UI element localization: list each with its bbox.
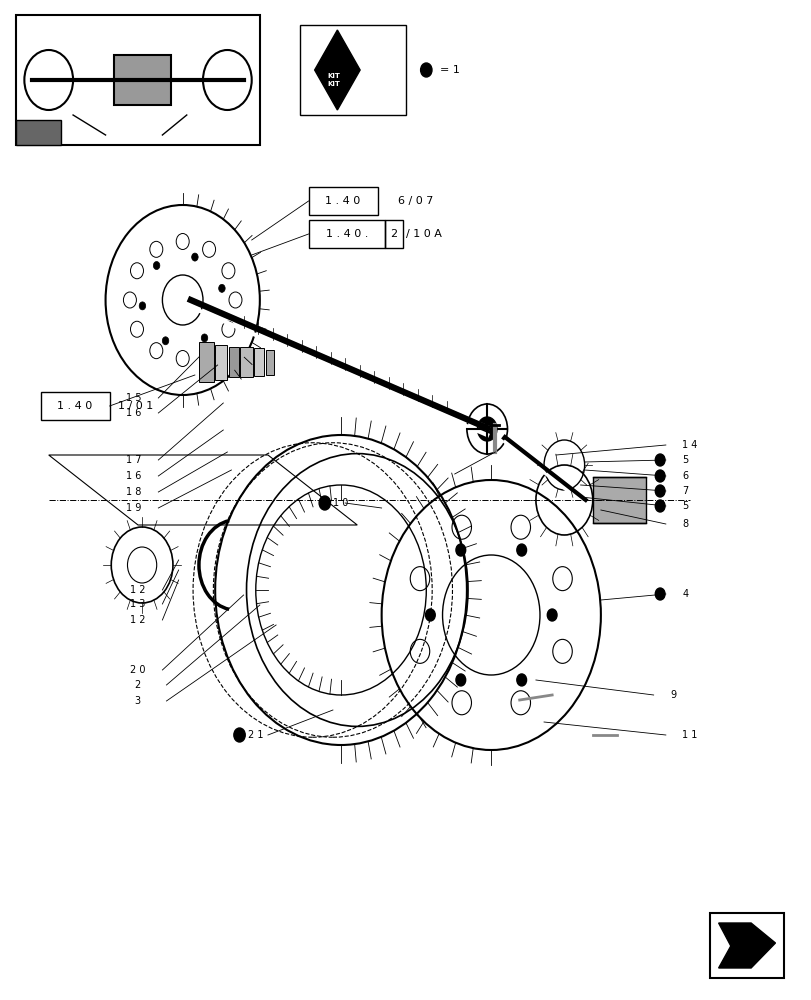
Text: 2: 2 <box>134 680 140 690</box>
Bar <box>16 15 260 145</box>
Bar <box>265 350 273 374</box>
Text: 6 / 0 7: 6 / 0 7 <box>397 196 433 206</box>
Circle shape <box>516 674 526 686</box>
Text: 1 5: 1 5 <box>126 393 141 403</box>
Text: 2: 2 <box>390 229 397 239</box>
Text: 1 1: 1 1 <box>681 730 697 740</box>
Bar <box>308 187 377 215</box>
Polygon shape <box>314 30 359 110</box>
Bar <box>229 347 238 377</box>
Bar <box>16 120 61 145</box>
Text: 1 6: 1 6 <box>126 471 141 481</box>
Text: 8: 8 <box>681 519 688 529</box>
Bar <box>384 220 402 248</box>
Text: = 1: = 1 <box>440 65 459 75</box>
Bar <box>41 392 109 420</box>
Circle shape <box>455 674 465 686</box>
Circle shape <box>516 544 526 556</box>
Circle shape <box>477 417 496 441</box>
Text: 1 8: 1 8 <box>126 487 141 497</box>
Text: 1 2: 1 2 <box>130 615 145 625</box>
Circle shape <box>425 609 435 621</box>
Bar <box>215 344 227 379</box>
Bar <box>254 348 264 376</box>
Circle shape <box>234 728 245 742</box>
Circle shape <box>218 284 225 292</box>
Circle shape <box>191 253 198 261</box>
Bar <box>300 25 406 115</box>
Text: 1 6: 1 6 <box>126 408 141 418</box>
Circle shape <box>654 500 664 512</box>
Bar <box>592 477 645 523</box>
Text: 1 9: 1 9 <box>126 503 141 513</box>
Bar <box>240 347 252 377</box>
Circle shape <box>654 454 664 466</box>
Text: 2 1: 2 1 <box>247 730 263 740</box>
Text: 3: 3 <box>134 696 140 706</box>
Text: 1 . 4 0: 1 . 4 0 <box>58 401 92 411</box>
Circle shape <box>153 262 160 270</box>
Text: / 1 0 A: / 1 0 A <box>406 229 441 239</box>
Circle shape <box>420 63 431 77</box>
Text: 1 4: 1 4 <box>681 440 697 450</box>
Bar <box>308 220 384 248</box>
Circle shape <box>654 485 664 497</box>
Circle shape <box>139 302 145 310</box>
Circle shape <box>547 609 556 621</box>
Text: 1 0: 1 0 <box>333 498 348 508</box>
Circle shape <box>456 544 466 556</box>
Text: 5: 5 <box>681 455 688 465</box>
Circle shape <box>162 337 169 345</box>
Text: 1 2: 1 2 <box>130 585 145 595</box>
Bar <box>710 913 783 978</box>
Circle shape <box>207 55 247 105</box>
Circle shape <box>28 55 69 105</box>
Circle shape <box>319 496 330 510</box>
Circle shape <box>654 588 664 600</box>
Text: 6: 6 <box>681 471 688 481</box>
Circle shape <box>201 334 208 342</box>
Text: 2 0: 2 0 <box>130 665 145 675</box>
Text: 7: 7 <box>681 486 688 496</box>
Circle shape <box>654 470 664 482</box>
Bar <box>199 342 213 382</box>
Text: 1 7: 1 7 <box>126 455 141 465</box>
Text: 1 . 4 0 .: 1 . 4 0 . <box>325 229 367 239</box>
Text: 9: 9 <box>669 690 676 700</box>
Text: 5: 5 <box>681 501 688 511</box>
Polygon shape <box>718 923 775 968</box>
Text: 1 . 4 0: 1 . 4 0 <box>325 196 360 206</box>
Bar <box>114 55 170 105</box>
Text: 4: 4 <box>681 589 688 599</box>
Text: 1 / 0 1: 1 / 0 1 <box>118 401 152 411</box>
Text: 1 3: 1 3 <box>130 599 145 609</box>
Text: KIT
KIT: KIT KIT <box>327 74 339 87</box>
